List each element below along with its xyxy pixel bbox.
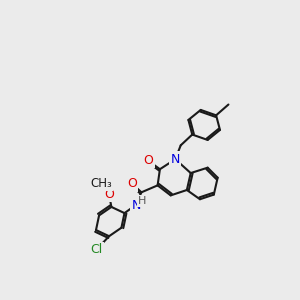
Text: N: N [131, 199, 141, 212]
Text: O: O [143, 154, 153, 167]
Text: O: O [104, 188, 114, 201]
Text: N: N [171, 153, 180, 166]
Text: O: O [127, 177, 137, 190]
Text: CH₃: CH₃ [91, 177, 112, 190]
Text: Cl: Cl [91, 243, 103, 256]
Text: H: H [138, 196, 146, 206]
